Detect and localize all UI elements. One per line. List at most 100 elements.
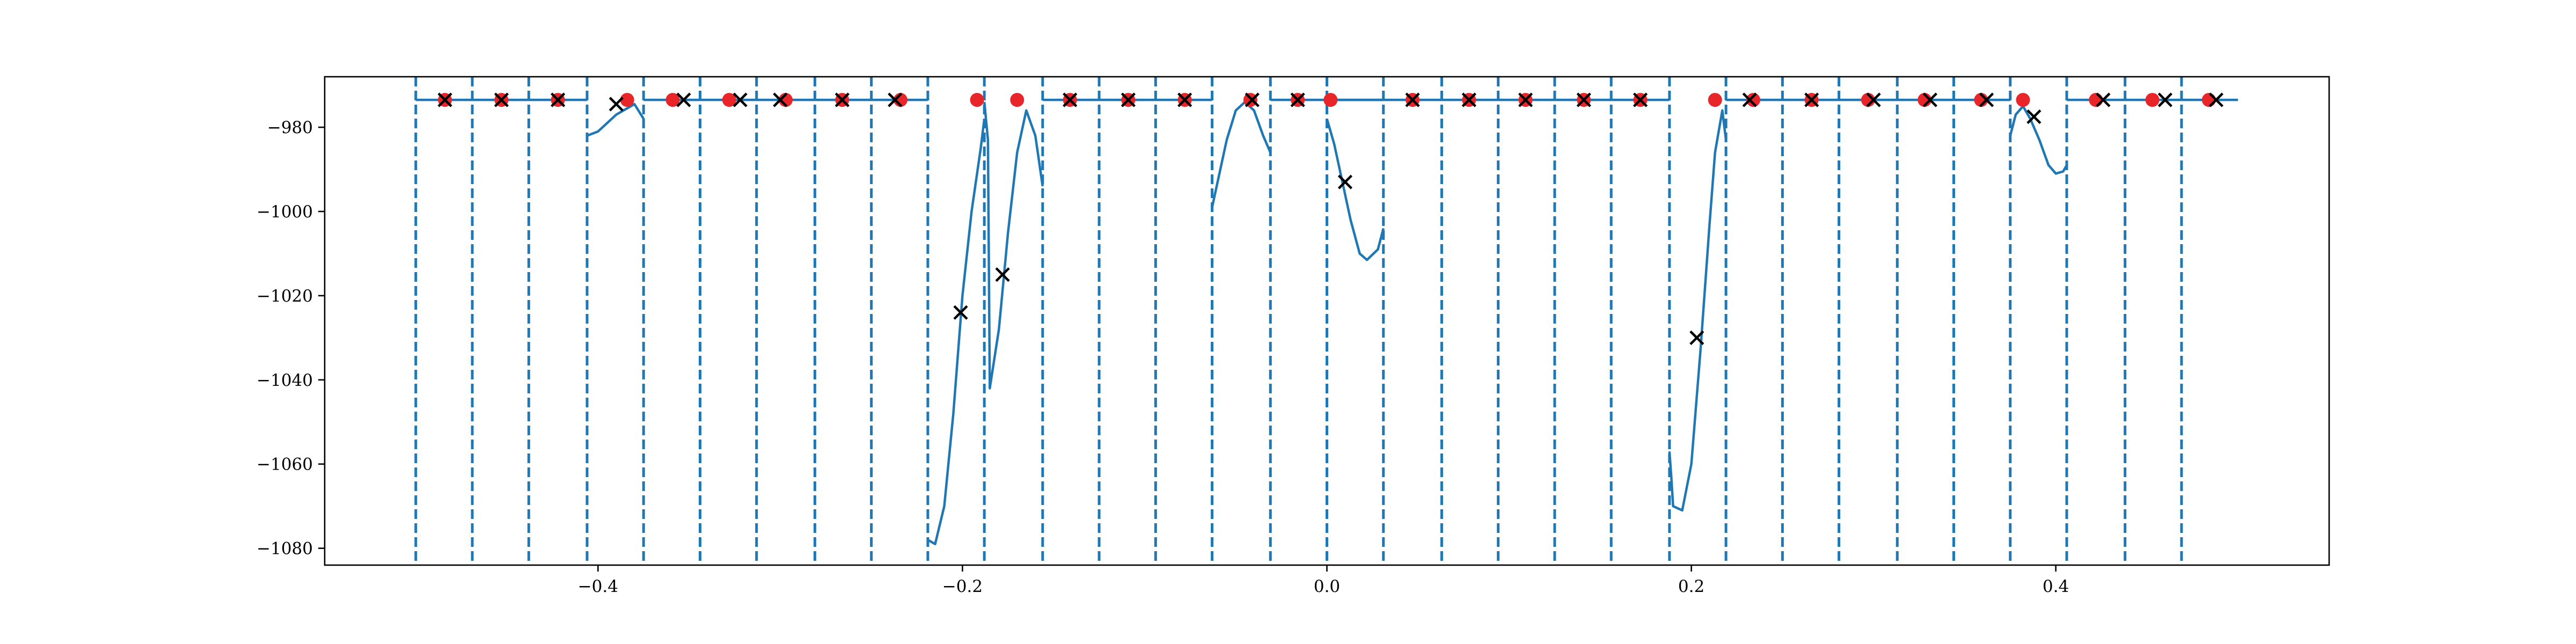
red-dot-28 (2016, 93, 2030, 107)
cross-stroke (1063, 92, 1078, 107)
cross-stroke (2026, 109, 2041, 125)
cross-marker-25 (1866, 92, 1881, 107)
cross-marker-18 (1461, 92, 1476, 107)
cross-marker-16 (1337, 174, 1353, 189)
cross-marker-8 (888, 92, 903, 107)
series-line-segment-12 (2009, 105, 2068, 175)
y-tick-label: −1040 (257, 371, 313, 390)
cross-stroke (1177, 92, 1192, 107)
red-dot-14 (1243, 93, 1257, 107)
red-dot-16 (1323, 93, 1338, 107)
cross-marker-20 (1576, 92, 1591, 107)
red-dot-5 (722, 93, 736, 107)
cross-marker-0 (437, 92, 452, 107)
x-tick-label: −0.2 (942, 577, 983, 596)
cross-marker-31 (2208, 92, 2224, 107)
cross-stroke (953, 305, 968, 320)
cross-stroke (1337, 174, 1353, 189)
y-tick-label: −1080 (257, 539, 313, 559)
y-tick-label: −1020 (257, 287, 313, 306)
cross-marker-1 (494, 92, 509, 107)
cross-stroke (1922, 92, 1937, 107)
y-axis-ticks: −980 −1000 −1020 −1040 −1060 −1080 (257, 118, 325, 559)
cross-stroke (2157, 92, 2173, 107)
cross-marker-23 (1742, 92, 1757, 107)
cross-marker-14 (1245, 92, 1260, 107)
cross-marker-6 (773, 92, 788, 107)
series-line-segment-3 (927, 119, 986, 546)
cross-stroke (437, 92, 452, 107)
red-dot-22 (1708, 93, 1722, 107)
cross-stroke (2208, 92, 2224, 107)
cross-markers (437, 92, 2224, 345)
x-axis-ticks: −0.4 −0.2 0.0 0.2 0.4 (578, 565, 2069, 596)
cross-stroke (835, 92, 850, 107)
cross-stroke (1633, 92, 1648, 107)
cross-marker-22 (1689, 330, 1704, 345)
cross-stroke (995, 267, 1010, 282)
cross-marker-19 (1518, 92, 1533, 107)
cross-marker-9 (953, 305, 968, 320)
x-tick-label: 0.0 (1314, 577, 1340, 596)
cross-marker-11 (1063, 92, 1078, 107)
series-line-segment-1 (587, 103, 645, 137)
cross-stroke (773, 92, 788, 107)
cross-stroke (494, 92, 509, 107)
red-dot-31 (2201, 93, 2216, 107)
cross-marker-13 (1177, 92, 1192, 107)
cross-marker-15 (1290, 92, 1305, 107)
cross-marker-4 (676, 92, 691, 107)
cross-marker-5 (733, 92, 748, 107)
cross-marker-7 (835, 92, 850, 107)
cross-stroke (2096, 92, 2111, 107)
cross-marker-27 (1979, 92, 1994, 107)
vertical-reference-lines (414, 77, 2183, 565)
red-dot-3 (620, 93, 634, 107)
cross-stroke (1461, 92, 1476, 107)
cross-stroke (1576, 92, 1591, 107)
plot-area (414, 77, 2238, 565)
series-line-segment-6 (1211, 100, 1272, 208)
cross-stroke (1405, 92, 1420, 107)
red-dot-9 (970, 93, 984, 107)
cross-marker-29 (2096, 92, 2111, 107)
cross-stroke (1866, 92, 1881, 107)
red-dot-23 (1746, 93, 1761, 107)
red-dot-10 (1010, 93, 1024, 107)
cross-stroke (1245, 92, 1260, 107)
red-dot-30 (2145, 93, 2160, 107)
x-tick-label: 0.2 (1678, 577, 1704, 596)
y-tick-label: −1060 (257, 455, 313, 474)
x-tick-label: 0.4 (2043, 577, 2069, 596)
series-line-segment-10 (1668, 109, 1728, 512)
x-tick-label: −0.4 (578, 577, 618, 596)
series-line-segment-8 (1326, 118, 1385, 261)
cross-marker-10 (995, 267, 1010, 282)
y-tick-label: −980 (267, 118, 313, 137)
series-line-segment-4 (983, 101, 1044, 390)
cross-marker-2 (551, 92, 566, 107)
cross-stroke (676, 92, 691, 107)
y-tick-label: −1000 (257, 202, 313, 222)
cross-marker-17 (1405, 92, 1420, 107)
cross-stroke (609, 97, 624, 112)
cross-marker-30 (2157, 92, 2173, 107)
cross-marker-24 (1804, 92, 1819, 107)
cross-stroke (1689, 330, 1704, 345)
red-dot-29 (2089, 93, 2103, 107)
cross-stroke (1979, 92, 1994, 107)
cross-stroke (1121, 92, 1136, 107)
cross-marker-26 (1922, 92, 1937, 107)
red-dot-4 (665, 93, 680, 107)
cross-marker-3 (609, 97, 624, 112)
cross-marker-12 (1121, 92, 1136, 107)
cross-stroke (1804, 92, 1819, 107)
cross-stroke (1290, 92, 1305, 107)
cross-stroke (1742, 92, 1757, 107)
cross-stroke (1518, 92, 1533, 107)
cross-stroke (888, 92, 903, 107)
cross-marker-21 (1633, 92, 1648, 107)
cross-stroke (733, 92, 748, 107)
